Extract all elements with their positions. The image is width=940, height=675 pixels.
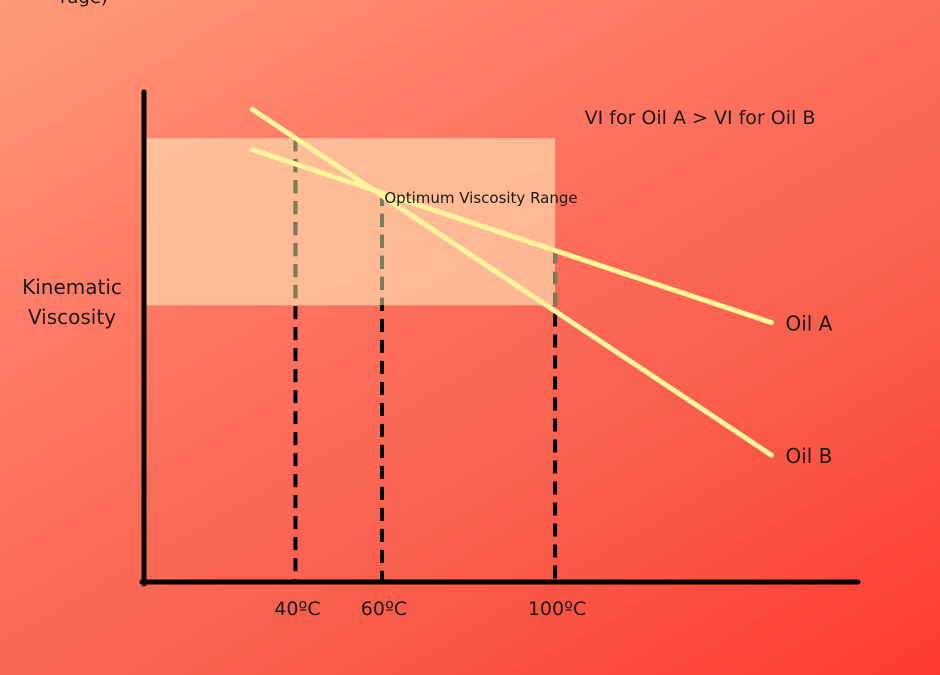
x-tick-label-60: 60ºC [361,598,407,620]
optimum-band-group [144,138,556,306]
series-line-2 [249,106,774,458]
series-label-2: Oil B [785,444,832,468]
y-axis-label-line-2: Viscosity [28,305,116,329]
band-label: Optimum Viscosity Range [384,189,577,207]
vi-annotation: VI for Oil A > VI for Oil B [585,107,816,129]
axes [139,89,861,587]
top-text-fragment: rage) [60,0,108,8]
x-tick-label-40: 40ºC [274,598,320,620]
series-lines [249,106,774,458]
optimum-viscosity-band [144,138,556,306]
series-label-1: Oil A [785,312,832,336]
chart-labels: VI for Oil A > VI for Oil B Optimum Visc… [22,107,833,620]
series-line-1 [249,147,774,326]
x-tick-label-100: 100ºC [528,598,586,620]
y-axis-label-line-1: Kinematic [22,275,122,299]
